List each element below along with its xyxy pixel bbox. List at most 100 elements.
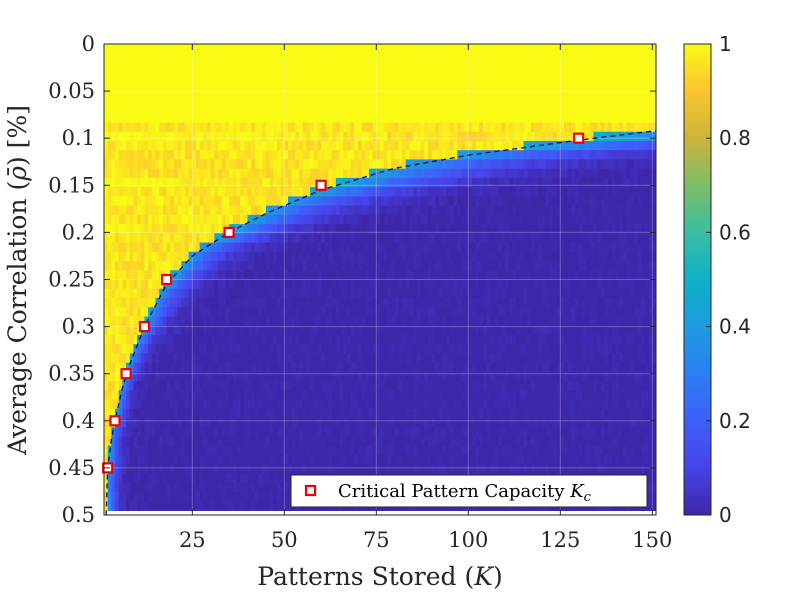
heatmap-cell: [240, 48, 245, 59]
heatmap-cell: [313, 261, 319, 271]
heatmap-cell: [302, 334, 307, 345]
heatmap-cell: [376, 251, 381, 262]
heatmap-cell: [151, 94, 157, 105]
heatmap-cell: [354, 76, 359, 87]
heatmap-cell: [549, 325, 554, 336]
heatmap-cell: [578, 187, 583, 197]
heatmap-cell: [571, 233, 576, 244]
heatmap-cell: [188, 131, 193, 142]
heatmap-cell: [541, 104, 547, 114]
heatmap-cell: [243, 242, 249, 253]
heatmap-cell: [641, 307, 646, 318]
heatmap-cell: [210, 334, 215, 345]
heatmap-cell: [475, 196, 480, 207]
heatmap-cell: [604, 233, 609, 244]
heatmap-cell: [203, 94, 208, 105]
heatmap-cell: [398, 307, 403, 318]
heatmap-cell: [133, 113, 138, 124]
heatmap-cell: [626, 48, 631, 59]
heatmap-cell: [321, 44, 326, 50]
heatmap-cell: [276, 325, 282, 336]
heatmap-cell: [365, 122, 370, 133]
heatmap-cell: [343, 140, 348, 151]
heatmap-cell: [203, 44, 208, 50]
heatmap-cell: [413, 177, 418, 188]
heatmap-cell: [324, 233, 330, 244]
heatmap-cell: [166, 251, 171, 262]
heatmap-cell: [593, 224, 598, 234]
heatmap-cell: [288, 94, 293, 105]
heatmap-cell: [151, 48, 157, 59]
heatmap-cell: [615, 113, 620, 124]
heatmap-cell: [483, 261, 488, 271]
heatmap-cell: [273, 297, 278, 308]
heatmap-cell: [486, 94, 491, 105]
heatmap-cell: [402, 48, 407, 59]
heatmap-cell: [317, 57, 322, 68]
heatmap-cell: [210, 196, 215, 207]
heatmap-cell: [501, 233, 506, 244]
heatmap-cell: [575, 288, 580, 299]
heatmap-cell: [483, 224, 488, 234]
heatmap-cell: [483, 297, 488, 308]
heatmap-cell: [586, 279, 591, 290]
heatmap-cell: [332, 57, 337, 68]
heatmap-cell: [365, 233, 370, 244]
heatmap-cell: [556, 242, 561, 253]
heatmap-cell: [115, 279, 120, 290]
heatmap-cell: [586, 122, 591, 133]
heatmap-cell: [593, 76, 598, 87]
heatmap-cell: [586, 113, 591, 124]
heatmap-cell: [129, 57, 135, 68]
heatmap-cell: [354, 270, 359, 281]
heatmap-cell: [538, 150, 543, 161]
heatmap-cell: [240, 233, 245, 244]
heatmap-cell: [181, 224, 186, 234]
heatmap-cell: [126, 279, 131, 290]
heatmap-cell: [438, 122, 444, 133]
heatmap-cell: [115, 76, 120, 87]
heatmap-cell: [464, 334, 469, 345]
heatmap-cell: [288, 261, 293, 271]
heatmap-cell: [104, 196, 109, 207]
heatmap-cell: [475, 113, 480, 124]
heatmap-cell: [556, 233, 561, 244]
heatmap-cell: [276, 214, 282, 225]
heatmap-cell: [472, 205, 477, 216]
heatmap-cell: [126, 325, 131, 336]
heatmap-cell: [424, 140, 429, 151]
heatmap-cell: [328, 270, 333, 281]
heatmap-cell: [240, 57, 245, 68]
heatmap-cell: [350, 67, 355, 77]
heatmap-cell: [630, 122, 635, 133]
heatmap-cell: [633, 150, 639, 161]
heatmap-cell: [232, 344, 238, 354]
heatmap-cell: [335, 57, 341, 68]
heatmap-cell: [251, 150, 256, 161]
heatmap-cell: [350, 168, 355, 179]
heatmap-cell: [357, 113, 363, 124]
heatmap-cell: [332, 168, 337, 179]
heatmap-cell: [391, 85, 396, 96]
heatmap-cell: [472, 104, 477, 114]
heatmap-cell: [413, 104, 418, 114]
heatmap-cell: [497, 224, 503, 234]
heatmap-cell: [151, 113, 157, 124]
heatmap-cell: [184, 44, 190, 50]
heatmap-cell: [151, 150, 157, 161]
heatmap-cell: [472, 94, 477, 105]
heatmap-cell: [288, 224, 293, 234]
heatmap-cell: [512, 316, 517, 327]
heatmap-cell: [545, 251, 550, 262]
heatmap-cell: [560, 150, 565, 161]
heatmap-cell: [376, 224, 381, 234]
heatmap-cell: [166, 224, 171, 234]
heatmap-cell: [593, 334, 598, 345]
heatmap-cell: [438, 288, 444, 299]
heatmap-cell: [405, 214, 411, 225]
heatmap-cell: [184, 270, 190, 281]
heatmap-cell: [184, 140, 190, 151]
heatmap-cell: [317, 288, 322, 299]
heatmap-cell: [483, 76, 488, 87]
heatmap-cell: [170, 288, 175, 299]
